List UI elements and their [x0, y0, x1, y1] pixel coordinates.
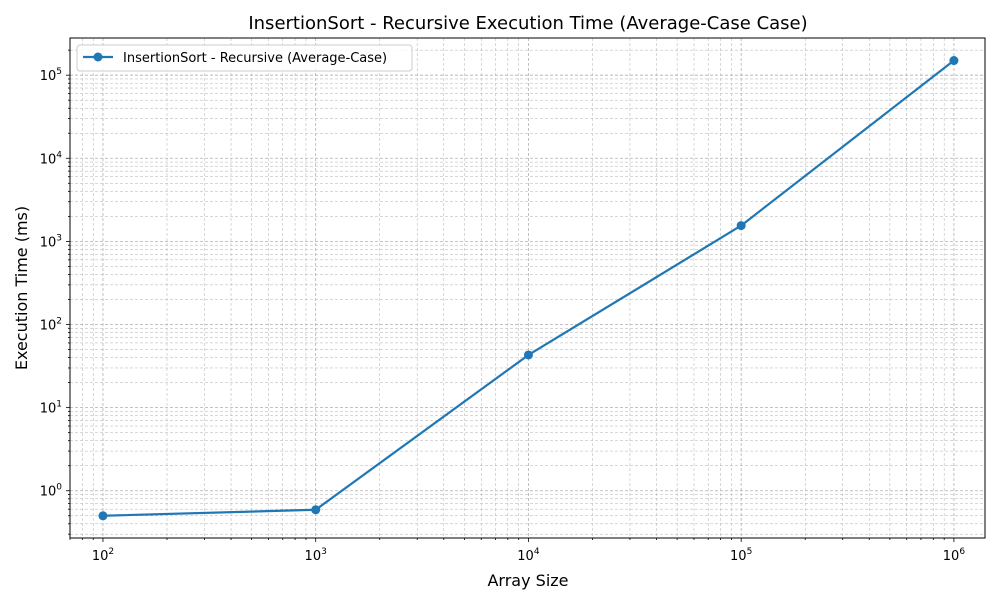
data-point [736, 221, 746, 231]
y-tick-label: 102 [40, 317, 62, 334]
y-tick-label: 103 [40, 233, 62, 250]
y-tick-label: 101 [40, 400, 62, 417]
y-tick-label: 100 [40, 483, 63, 500]
x-axis-label: Array Size [487, 571, 568, 590]
y-tick-label: 104 [40, 150, 63, 167]
y-axis-label: Execution Time (ms) [12, 206, 31, 370]
x-tick-label: 104 [517, 547, 540, 564]
x-tick-label: 103 [305, 547, 327, 564]
legend-marker [93, 52, 103, 62]
data-point [98, 511, 108, 521]
plot-area [69, 37, 986, 539]
chart-title: InsertionSort - Recursive Execution Time… [248, 13, 807, 34]
data-point [311, 505, 321, 515]
legend: InsertionSort - Recursive (Average-Case) [76, 44, 413, 72]
y-tick-label: 105 [40, 67, 62, 84]
x-tick-label: 105 [730, 547, 752, 564]
x-tick-label: 102 [92, 547, 114, 564]
legend-label: InsertionSort - Recursive (Average-Case) [123, 51, 387, 66]
data-point [949, 56, 959, 66]
axes-ticks: 102 103 104 105 106 100 101 102 103 104 105 [40, 49, 966, 564]
x-tick-label: 106 [943, 547, 966, 564]
grid [69, 38, 985, 538]
series-layer [98, 56, 959, 521]
data-point [523, 350, 533, 360]
legend-box [76, 44, 413, 72]
